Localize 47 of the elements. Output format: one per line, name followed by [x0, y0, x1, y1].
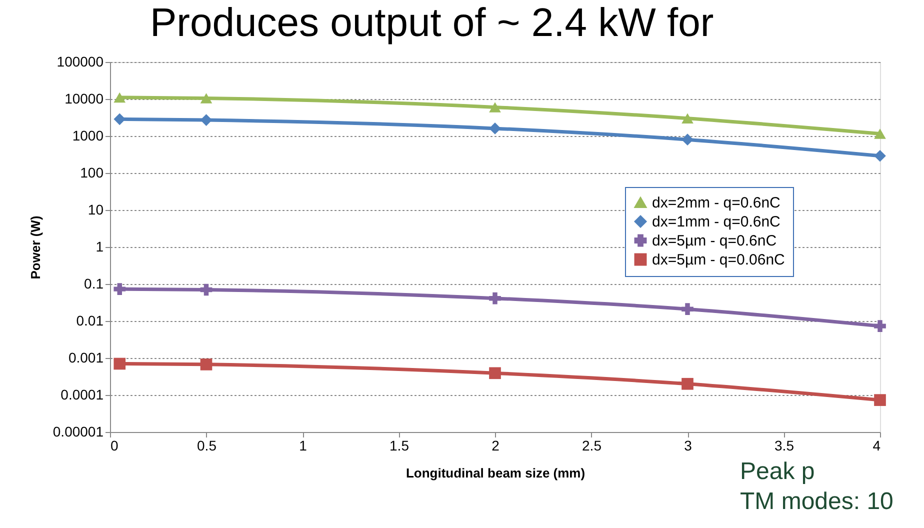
x-tick-label: 1 [299, 438, 308, 454]
point [682, 303, 694, 315]
y-tick-label: 0.001 [68, 350, 104, 366]
y-axis-title: Power (W) [28, 216, 43, 280]
x-tick-label: 0.5 [197, 438, 217, 454]
text: TM modes: 10 [740, 488, 894, 515]
y-tick-label: 0.00001 [52, 424, 104, 440]
y-tick-label: 0.01 [76, 312, 104, 328]
y-tick-label: 0.1 [84, 276, 104, 292]
point [874, 150, 886, 162]
chart-title: Produces output of ~ 2.4 kW for [150, 1, 714, 45]
x-tick-label: 3.5 [774, 438, 794, 454]
point [114, 283, 126, 295]
point [114, 92, 126, 103]
point [489, 122, 501, 134]
point [682, 113, 694, 124]
x-tick-label: 3 [684, 438, 692, 454]
point [874, 320, 886, 332]
legend-label: dx=5µm - q=0.6nC [652, 232, 777, 250]
text: Peak p [740, 458, 815, 485]
x-tick-label: 1.5 [390, 438, 410, 454]
point [874, 128, 886, 139]
y-tick-label: 10 [88, 202, 104, 218]
point [682, 378, 694, 390]
y-tick-label: 10000 [64, 90, 104, 106]
point [200, 358, 212, 370]
y-tick-label: 0.0001 [60, 386, 104, 402]
y-tick-label: 100 [80, 164, 104, 180]
point [489, 367, 501, 380]
point [489, 292, 501, 304]
y-tick-label: 1 [96, 238, 104, 254]
x-tick-label: 2.5 [582, 438, 602, 454]
y-tick-label: 1000 [72, 128, 104, 144]
point [682, 134, 694, 146]
y-tick-label: 100000 [56, 54, 104, 70]
x-tick-label: 4 [872, 438, 881, 454]
legend-label: dx=1mm - q=0.6nC [652, 214, 781, 230]
x-tick-label: 2 [492, 438, 500, 454]
x-axis-title: Longitudinal beam size (mm) [406, 466, 586, 480]
x-tick-label: 0 [110, 438, 118, 454]
point [489, 102, 501, 112]
legend-label: dx=2mm - q=0.6nC [652, 194, 781, 212]
point [200, 284, 212, 296]
legend-label: dx=5µm - q=0.06nC [652, 252, 786, 268]
point [114, 358, 126, 370]
point [200, 93, 212, 104]
point [874, 394, 886, 406]
